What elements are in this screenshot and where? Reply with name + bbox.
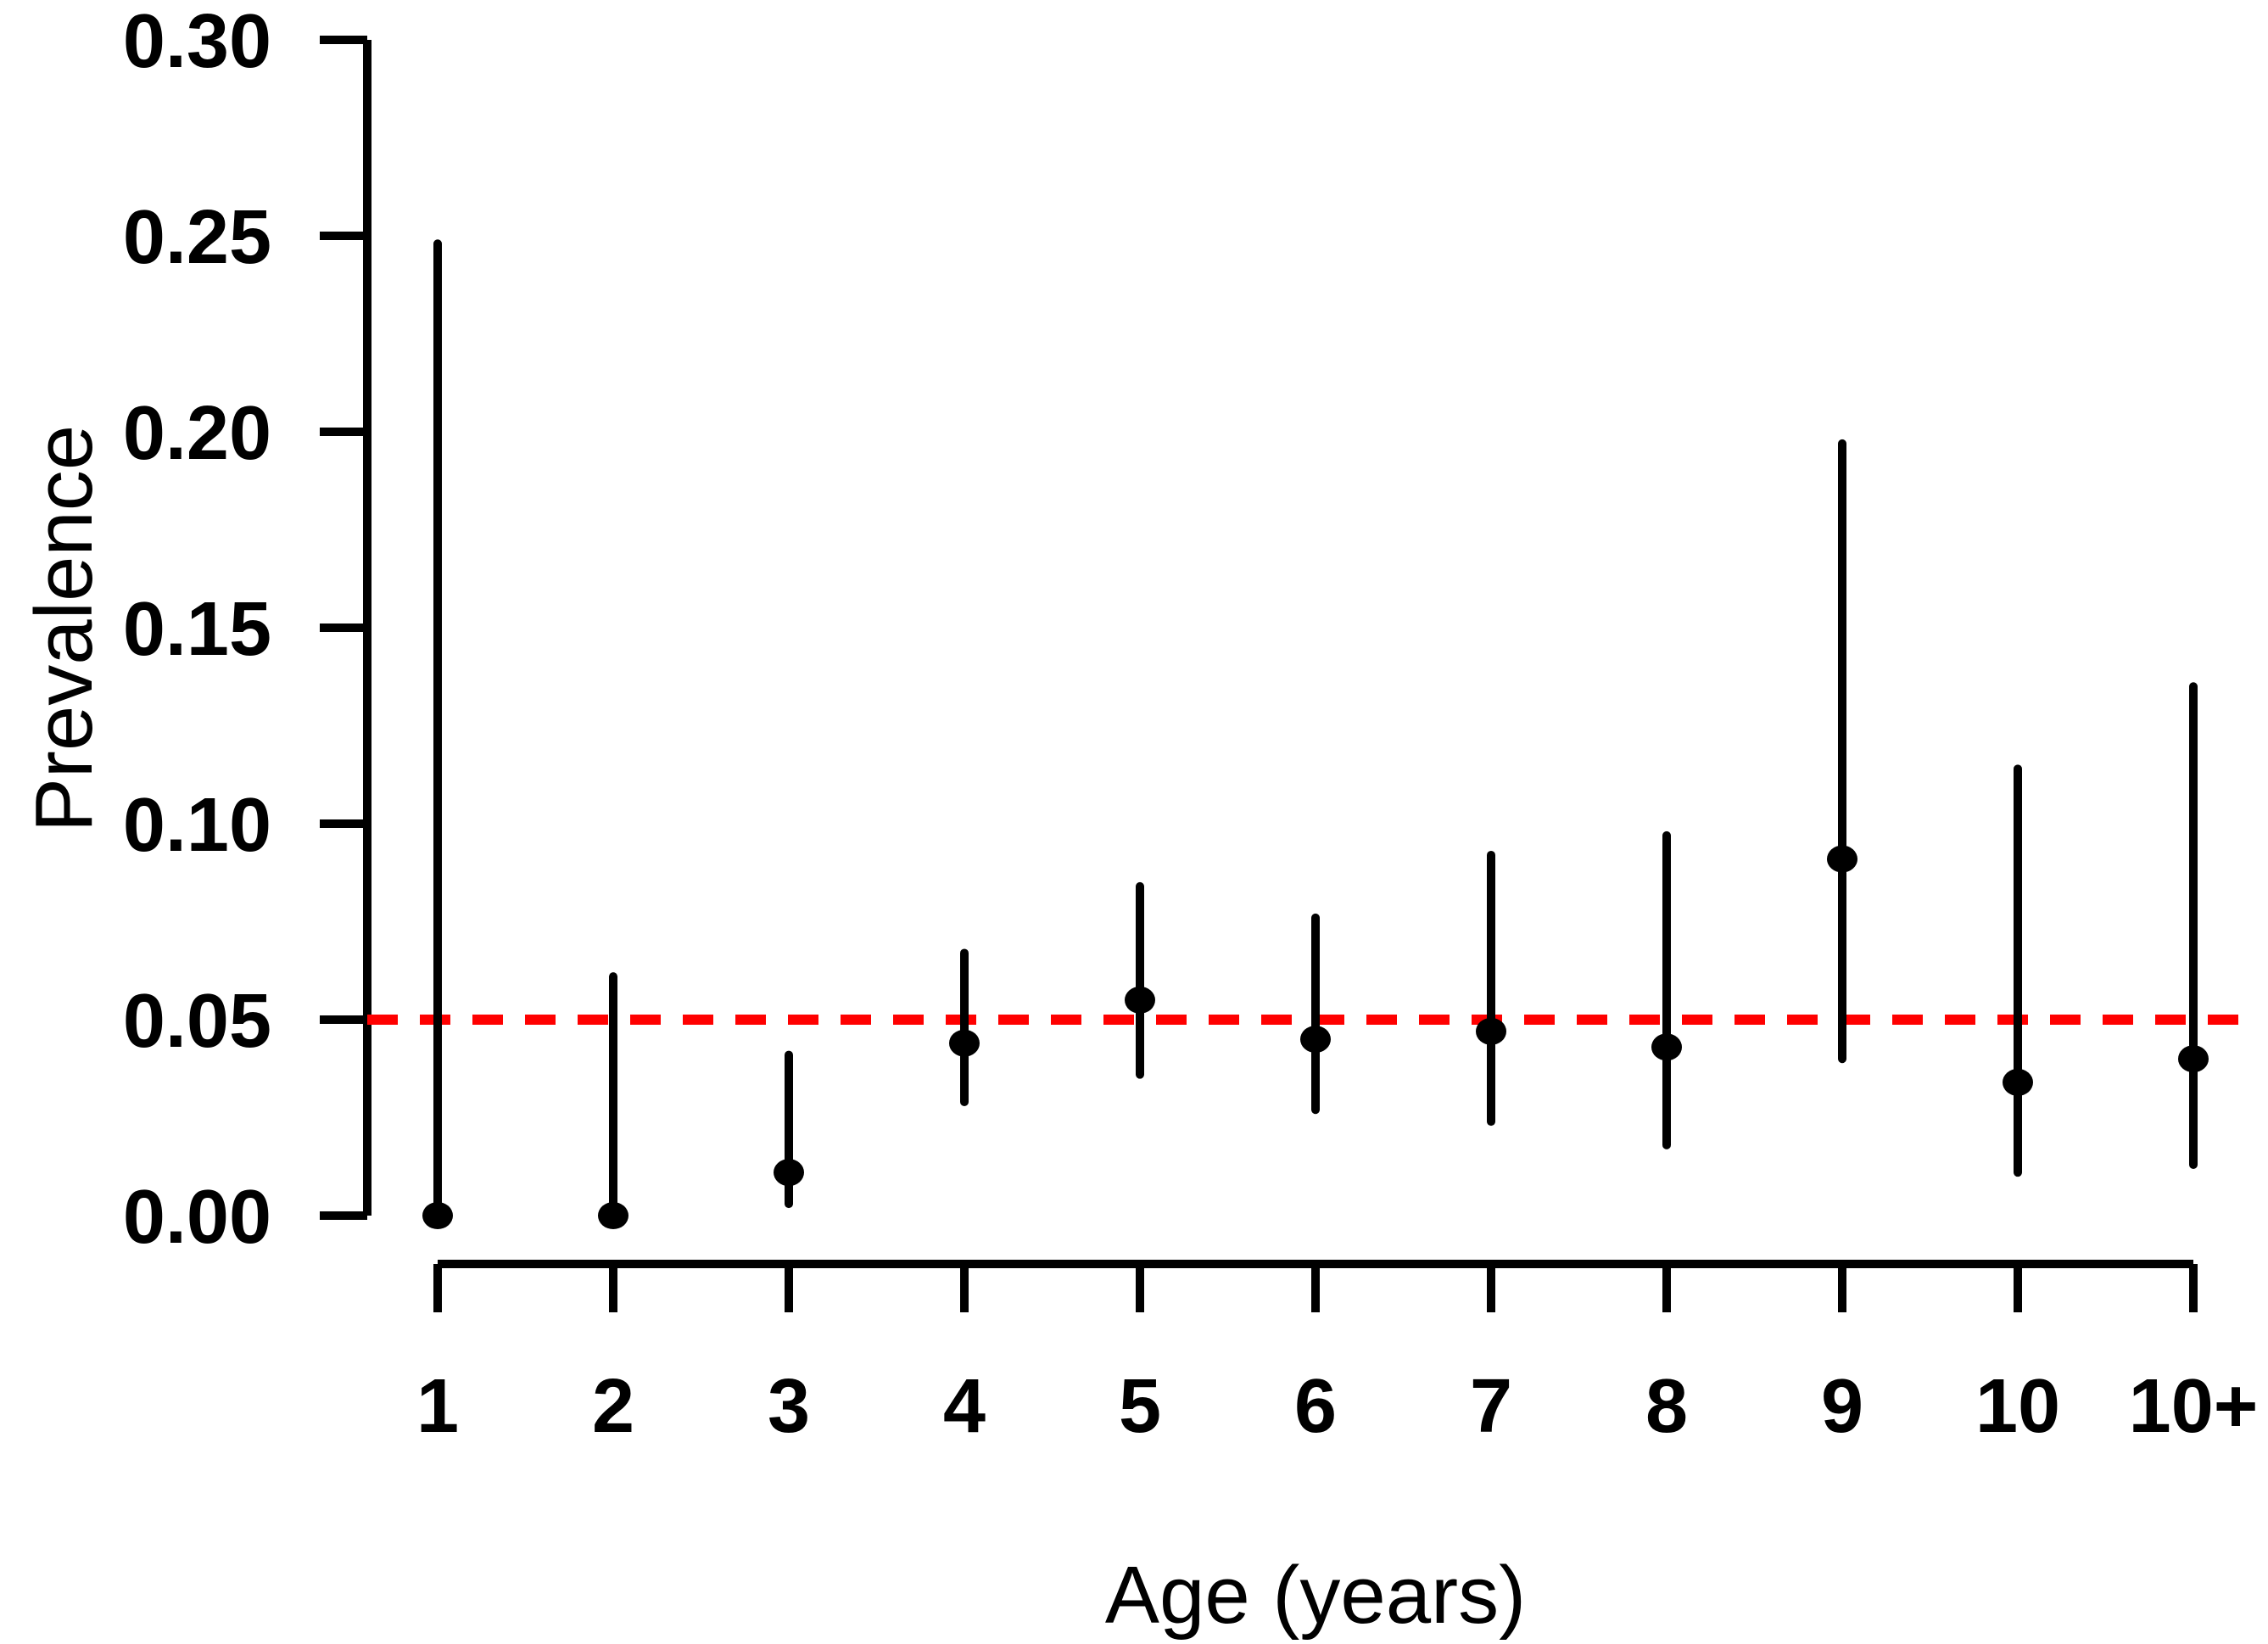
x-tick-group: 1 2 3 4 5 6 7 8 9 10 10+ [416, 1264, 2258, 1449]
x-tick-label: 6 [1294, 1364, 1337, 1449]
y-tick-label: 0.05 [123, 979, 271, 1064]
data-point-age-5 [1125, 986, 1155, 1014]
y-tick-label: 0.00 [123, 1175, 271, 1260]
x-tick-label: 3 [768, 1364, 810, 1449]
x-tick-label: 10 [1975, 1364, 2060, 1449]
x-axis-title: Age (years) [1105, 1550, 1526, 1641]
x-tick-label: 10+ [2129, 1364, 2259, 1449]
x-tick-label: 1 [416, 1364, 459, 1449]
y-axis-title: Prevalence [19, 425, 109, 832]
y-axis: 0.00 0.05 0.10 0.15 0.20 0.25 0.30 [123, 0, 371, 1260]
y-tick-group: 0.00 0.05 0.10 0.15 0.20 0.25 0.30 [123, 0, 367, 1260]
x-tick-label: 7 [1470, 1364, 1512, 1449]
y-tick-label: 0.15 [123, 587, 271, 672]
data-point-age-9 [1827, 845, 1857, 873]
data-point-age-3 [774, 1159, 804, 1187]
x-axis: 1 2 3 4 5 6 7 8 9 10 10+ [416, 1260, 2258, 1449]
data-point-age-2 [598, 1202, 628, 1229]
x-tick-label: 9 [1821, 1364, 1863, 1449]
series-group [422, 239, 2209, 1229]
x-tick-label: 8 [1645, 1364, 1688, 1449]
data-point-age-10 [2003, 1068, 2033, 1096]
data-point-age-4 [949, 1029, 980, 1057]
y-tick-label: 0.20 [123, 391, 271, 476]
y-tick-label: 0.10 [123, 783, 271, 868]
data-point-age-10+ [2178, 1045, 2209, 1073]
x-tick-label: 2 [592, 1364, 634, 1449]
y-tick-label: 0.30 [123, 0, 271, 84]
data-point-age-6 [1300, 1026, 1331, 1054]
y-tick-label: 0.25 [123, 195, 271, 280]
x-tick-label: 4 [943, 1364, 986, 1449]
data-point-age-1 [422, 1202, 453, 1229]
data-point-age-7 [1476, 1017, 1506, 1045]
data-point-age-8 [1651, 1033, 1682, 1061]
x-tick-label: 5 [1119, 1364, 1161, 1449]
